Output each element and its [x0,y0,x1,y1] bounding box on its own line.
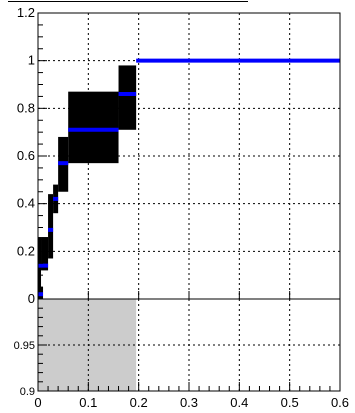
x-tick-label: 0.1 [79,395,97,410]
error-band [48,194,54,259]
x-axis-tick-labels: 0 0.1 0.2 0.3 0.4 0.5 0.6 [34,395,349,410]
figure-top-line [8,1,248,2]
x-tick-label: 0.6 [331,395,349,410]
x-tick-label: 0 [34,395,41,410]
lower-y-tick-labels: 0.9 0.95 [14,340,35,398]
y-tick-label: 0.4 [17,196,35,211]
error-band [68,91,119,164]
y-tick-label: 0.6 [17,148,35,163]
y-tick-label: 0.8 [17,100,35,115]
lower-ticks [37,298,341,392]
x-tick-label: 0.5 [281,395,299,410]
upper-y-tick-labels: 0 0.2 0.4 0.6 0.8 1 1.2 [17,5,35,306]
y-tick-label: 1.2 [17,5,35,20]
error-band [118,65,137,130]
y-tick-label: 0 [28,291,35,306]
lower-shaded-regions [38,299,137,391]
y-tick-label: 0.2 [17,243,35,258]
lower-y-tick-label: 0.95 [14,340,35,352]
y-tick-label: 1 [28,53,35,68]
x-tick-label: 0.4 [230,395,248,410]
lower-y-tick-label: 0.9 [20,386,35,398]
shaded-region [38,299,137,391]
x-tick-label: 0.2 [130,395,148,410]
error-band [41,237,49,271]
lower-grid [38,299,340,391]
x-tick-label: 0.3 [180,395,198,410]
upper-step-lines [38,58,340,297]
